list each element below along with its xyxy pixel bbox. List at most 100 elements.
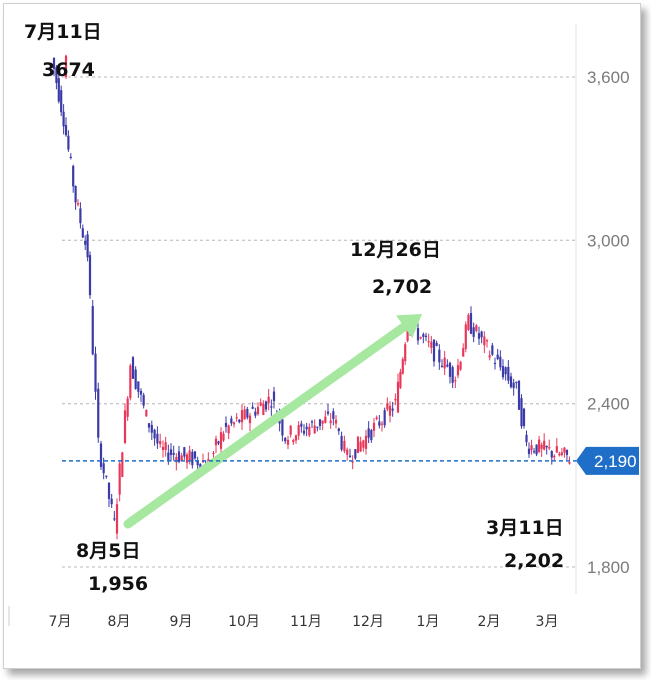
gridlines	[62, 76, 576, 568]
annotation-latest-date: 3月11日	[486, 517, 564, 539]
candle-body	[422, 334, 425, 337]
candle-body	[515, 381, 518, 384]
candle-body	[394, 398, 397, 401]
candle-body	[79, 208, 82, 224]
trend-arrow-shaft	[123, 322, 409, 529]
candle-body	[520, 398, 523, 427]
current-price-label: 2,190	[594, 452, 637, 471]
candle-body	[416, 328, 420, 341]
candle-body	[340, 435, 343, 450]
candle-body	[230, 418, 233, 424]
candle-body	[430, 341, 433, 348]
candle-body	[123, 410, 127, 443]
candle-body	[270, 406, 273, 408]
candle-body	[251, 406, 254, 409]
candle-body	[72, 165, 75, 187]
candle-body	[391, 408, 394, 411]
candle-body	[313, 425, 316, 434]
candle-body	[97, 388, 100, 438]
candle-body	[115, 504, 119, 534]
candle-body	[326, 411, 330, 414]
candle-body	[435, 342, 438, 346]
candle-body	[289, 425, 292, 435]
candle-body	[300, 423, 303, 427]
candle-body	[525, 434, 528, 443]
candle-body	[480, 331, 483, 338]
candle-body	[530, 445, 533, 451]
candle-body	[386, 403, 389, 410]
candle-body	[193, 451, 197, 459]
candle-body	[540, 444, 543, 449]
candle-body	[55, 67, 58, 83]
x-tick-label: 1月	[417, 614, 440, 630]
candle-body	[399, 371, 402, 388]
candle-body	[150, 424, 153, 433]
candle-body	[305, 426, 308, 430]
candle-body	[164, 442, 167, 450]
candle-body	[337, 428, 340, 432]
candle-body	[316, 426, 319, 428]
candle-body	[383, 410, 386, 426]
candle-body	[113, 518, 116, 520]
candle-body	[321, 420, 324, 424]
candle-body	[238, 419, 241, 423]
annotation-peak-date: 12月26日	[350, 239, 441, 261]
candle-body	[86, 234, 89, 258]
candle-body	[356, 436, 360, 453]
candle-body	[196, 460, 199, 466]
candle-body	[375, 417, 378, 419]
candle-body	[448, 362, 452, 377]
x-tick-label: 2月	[478, 614, 501, 630]
candle-body	[281, 419, 284, 436]
candle-body	[84, 240, 87, 245]
candle-body	[264, 401, 268, 410]
candle-body	[501, 366, 505, 378]
candle-body	[67, 135, 70, 150]
candle-body	[548, 447, 551, 449]
candle-body	[485, 340, 489, 342]
candle-body	[126, 398, 129, 417]
x-tick-label: 11月	[290, 614, 322, 630]
annotation-high-date: 7月11日	[24, 21, 102, 43]
x-tick-label: 10月	[228, 614, 260, 630]
candle-body	[94, 353, 97, 392]
candle-body	[167, 452, 170, 461]
candle-body	[438, 349, 441, 363]
candle-body	[172, 452, 175, 455]
candle-body	[343, 440, 346, 452]
stock-chart: 3,600 3,000 2,400 1,800 7月 8月 9月 10月 11月 12月 1月 2月…	[8, 21, 639, 630]
candle-body	[91, 306, 94, 355]
candle-body	[272, 391, 276, 402]
candle-body	[81, 228, 84, 238]
candle-body	[74, 185, 77, 203]
y-tick-label: 3,000	[587, 231, 630, 250]
y-axis: 3,600 3,000 2,400 1,800	[575, 24, 630, 594]
candle-body	[543, 440, 546, 450]
candle-body	[532, 451, 536, 453]
candle-body	[522, 408, 526, 427]
candle-body	[286, 439, 290, 445]
candle-body	[121, 452, 124, 477]
candle-body	[459, 361, 462, 370]
candle-body	[240, 410, 244, 423]
candle-body	[359, 441, 362, 452]
candle-body	[169, 449, 173, 456]
candle-body	[99, 443, 103, 467]
candle-body	[180, 455, 183, 461]
candle-body	[217, 441, 220, 444]
chart-frame: 3,600 3,000 2,400 1,800 7月 8月 9月 10月 11月 12月 1月 2月…	[3, 3, 641, 669]
x-tick-label: 9月	[170, 614, 193, 630]
candle-body	[560, 452, 563, 455]
x-tick-label: 12月	[352, 614, 384, 630]
candle-body	[137, 381, 140, 392]
candle-body	[318, 419, 322, 427]
candle-body	[507, 366, 510, 381]
candle-body	[346, 449, 349, 455]
candle-body	[76, 203, 80, 205]
candle-body	[550, 451, 553, 458]
candle-body	[488, 355, 491, 358]
candle-body	[297, 425, 300, 436]
candle-body	[259, 402, 262, 406]
candle-body	[246, 408, 249, 418]
candle-body	[110, 498, 113, 505]
